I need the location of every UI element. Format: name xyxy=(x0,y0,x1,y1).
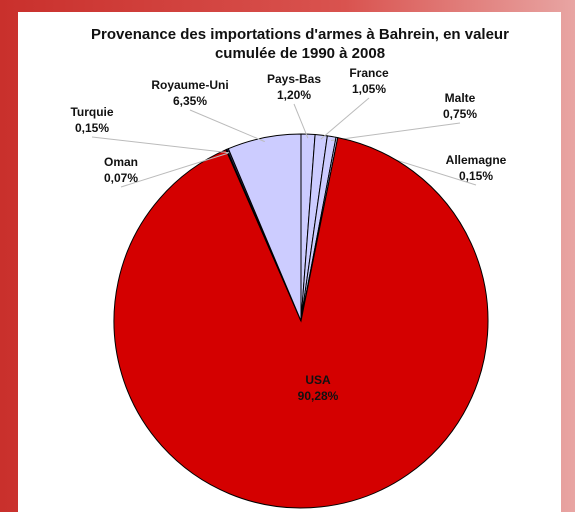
slice-label: Allemagne xyxy=(446,153,507,167)
slice-value-label: 6,35% xyxy=(173,94,207,108)
slice-label: Pays-Bas xyxy=(267,72,321,86)
slice-value-label: 0,15% xyxy=(459,169,493,183)
slice-value-label: 1,05% xyxy=(352,82,386,96)
slice-label: Malte xyxy=(445,91,476,105)
leader-line xyxy=(330,122,461,141)
slice-value-label: 1,20% xyxy=(277,88,311,102)
slice-value-label: 0,15% xyxy=(75,121,109,135)
chart-title: Provenance des importations d'armes à Ba… xyxy=(91,26,509,62)
leader-line xyxy=(120,152,229,188)
slice-label: Turquie xyxy=(70,105,113,119)
slice-label: Royaume-Uni xyxy=(151,78,228,92)
slice-label: France xyxy=(349,66,389,80)
slice-value-label: 90,28% xyxy=(298,389,339,403)
slice-value-label: 0,07% xyxy=(104,171,138,185)
slice-label: Oman xyxy=(104,155,138,169)
leader-line xyxy=(189,109,265,143)
leader-line xyxy=(293,103,309,139)
slice-value-label: 0,75% xyxy=(443,107,477,121)
slice-label: USA xyxy=(305,373,331,387)
pie-slice xyxy=(113,137,489,509)
pie-slice xyxy=(227,133,302,322)
leader-line xyxy=(91,136,230,154)
leader-line xyxy=(320,97,370,140)
